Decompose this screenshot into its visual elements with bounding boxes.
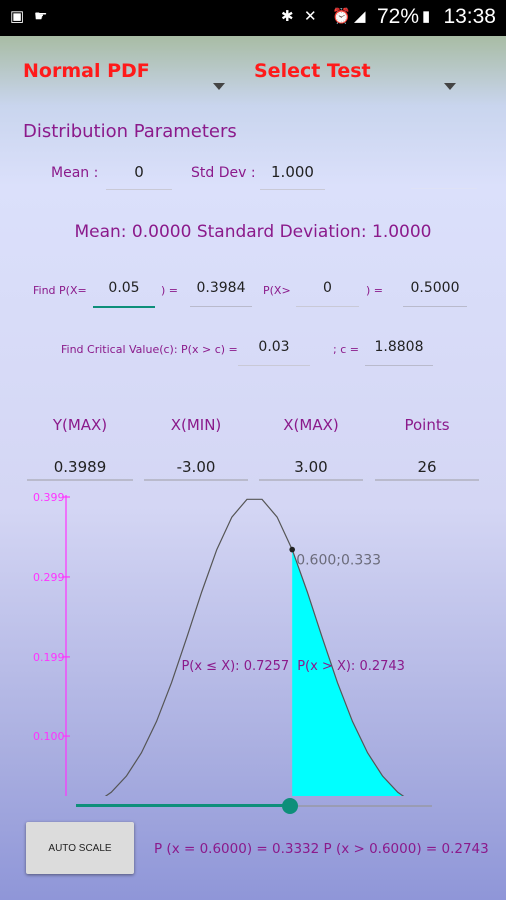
test-dropdown[interactable]: Select Test: [254, 60, 371, 82]
result-text: P (x = 0.6000) = 0.3332 P (x > 0.6000) =…: [154, 841, 489, 857]
find-p-eq-close: ) =: [161, 284, 179, 297]
points-header: Points: [404, 416, 450, 434]
distribution-dropdown-arrow-icon[interactable]: [213, 83, 225, 90]
find-p-gt-close: ) =: [366, 284, 384, 297]
app-content: Normal PDF Select Test Distribution Para…: [0, 36, 506, 900]
mute-icon: ✕: [304, 8, 317, 25]
y-tick-label: 0.100: [33, 730, 65, 743]
battery-icon: ▮: [422, 8, 431, 25]
slider-fill: [76, 804, 290, 807]
gallery-notification-icon: ▣: [10, 8, 25, 25]
status-bar: ▣ ☛ ✱ ✕ ⏰ ◢ 72% ▮ 13:38: [0, 0, 506, 36]
std-dev-input[interactable]: 1.000: [260, 163, 325, 190]
slider-thumb[interactable]: [281, 798, 298, 814]
mean-label: Mean :: [51, 165, 99, 181]
critical-c-label: ; c =: [333, 343, 359, 356]
test-dropdown-arrow-icon[interactable]: [444, 83, 456, 90]
xmax-input[interactable]: 3.00: [259, 458, 363, 481]
auto-scale-button[interactable]: AUTO SCALE: [26, 822, 134, 874]
y-tick-label: 0.299: [33, 571, 65, 584]
find-p-gt-input[interactable]: 0: [296, 280, 359, 307]
clock: 13:38: [443, 5, 496, 28]
points-input[interactable]: 26: [375, 458, 479, 481]
critical-value-input[interactable]: 0.03: [238, 339, 310, 366]
battery-percent: 72%: [377, 5, 420, 28]
xmin-header: X(MIN): [170, 416, 222, 434]
std-dev-label: Std Dev :: [191, 165, 256, 181]
marker-point: [289, 546, 296, 553]
x-slider[interactable]: [76, 798, 432, 814]
find-p-eq-input[interactable]: 0.05: [93, 280, 155, 308]
xmax-header: X(MAX): [283, 416, 339, 434]
ymax-header: Y(MAX): [52, 416, 108, 434]
bluetooth-icon: ✱: [281, 8, 294, 25]
xmin-input[interactable]: -3.00: [144, 458, 248, 481]
critical-c-result: 1.8808: [365, 339, 433, 366]
parameter-summary: Mean: 0.0000 Standard Deviation: 1.0000: [74, 222, 432, 242]
distribution-dropdown[interactable]: Normal PDF: [23, 60, 150, 82]
find-p-eq-label: Find P(X=: [33, 284, 87, 297]
critical-value-label: Find Critical Value(c): P(x > c) =: [61, 343, 238, 356]
alarm-icon: ⏰: [332, 8, 351, 25]
y-tick-label: 0.399: [33, 491, 65, 504]
find-p-gt-result: 0.5000: [403, 280, 467, 307]
find-p-eq-result: 0.3984: [190, 280, 252, 307]
hidden-input-underline: [411, 188, 477, 189]
ymax-input[interactable]: 0.3989: [27, 458, 133, 481]
y-tick-label: 0.199: [33, 651, 65, 664]
mean-input[interactable]: 0: [106, 163, 172, 190]
pdf-curve: [104, 498, 405, 796]
shaded-tail-area: [292, 549, 404, 796]
left-probability-annotation: P(x ≤ X): 0.7257: [181, 659, 289, 674]
signal-icon: ◢: [354, 8, 366, 25]
right-probability-annotation: P(x > X): 0.2743: [297, 659, 405, 674]
normal-pdf-chart: 0.399 0.299 0.199 0.100 0.600;0.333 P(x ≤ X):…: [33, 491, 405, 796]
hand-notification-icon: ☛: [34, 8, 48, 25]
marker-label: 0.600;0.333: [296, 553, 381, 569]
find-p-gt-label: P(X>: [263, 284, 291, 297]
section-heading: Distribution Parameters: [23, 121, 237, 142]
